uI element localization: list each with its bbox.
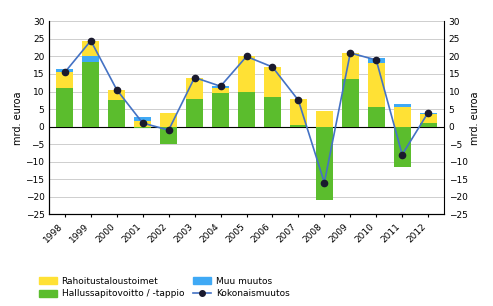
Bar xyxy=(108,90,125,100)
Bar xyxy=(212,86,229,88)
Y-axis label: mrd. euroa: mrd. euroa xyxy=(470,91,480,144)
Legend: Rahoitustaloustoimet, Hallussapitovoitto / -tappio, Muu muutos, Kokonaismuutos: Rahoitustaloustoimet, Hallussapitovoitto… xyxy=(39,277,289,298)
Bar xyxy=(56,88,73,127)
Bar xyxy=(290,125,307,127)
Bar xyxy=(160,113,177,127)
Bar xyxy=(108,100,125,127)
Bar xyxy=(212,88,229,93)
Bar xyxy=(420,114,437,123)
Bar xyxy=(316,111,333,127)
Bar xyxy=(394,127,411,167)
Bar xyxy=(368,58,385,63)
Bar xyxy=(134,121,151,127)
Bar xyxy=(316,127,333,200)
Bar xyxy=(160,127,177,144)
Bar xyxy=(394,107,411,127)
Bar xyxy=(212,93,229,127)
Bar xyxy=(290,99,307,125)
Bar xyxy=(82,57,99,127)
Bar xyxy=(368,63,385,107)
Bar xyxy=(342,53,359,79)
Bar xyxy=(56,72,73,88)
Bar xyxy=(420,113,437,114)
Bar xyxy=(134,117,151,121)
Bar xyxy=(238,57,255,91)
Bar xyxy=(82,57,99,62)
Bar xyxy=(342,79,359,127)
Bar xyxy=(394,104,411,107)
Y-axis label: mrd. euroa: mrd. euroa xyxy=(13,91,23,144)
Bar xyxy=(56,69,73,72)
Bar xyxy=(186,99,203,127)
Bar xyxy=(82,41,99,57)
Bar xyxy=(368,107,385,127)
Bar xyxy=(134,127,151,128)
Bar xyxy=(238,91,255,127)
Bar xyxy=(264,97,281,127)
Bar xyxy=(420,123,437,127)
Bar xyxy=(186,77,203,99)
Bar xyxy=(264,67,281,97)
